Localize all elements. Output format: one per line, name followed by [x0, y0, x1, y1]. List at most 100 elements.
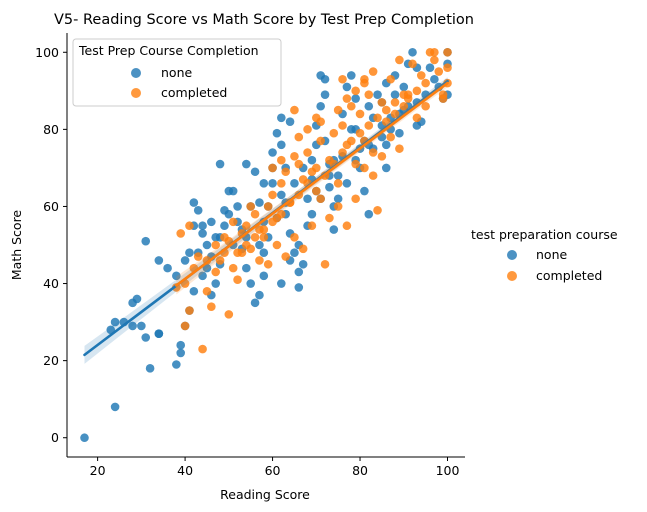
point-completed-81: [360, 163, 369, 173]
point-none-24: [185, 248, 194, 258]
point-completed-24: [263, 202, 273, 211]
point-completed-75: [412, 113, 422, 123]
confidence-band-completed: [176, 79, 448, 295]
point-none-27: [193, 206, 203, 215]
point-none-119: [250, 167, 260, 177]
point-none-140: [333, 194, 343, 204]
point-completed-107: [381, 105, 391, 115]
point-completed-54: [377, 98, 387, 107]
point-none-126: [202, 263, 212, 273]
point-none-16: [141, 236, 151, 246]
point-none-57: [277, 190, 286, 200]
y-axis-label: Math Score: [9, 210, 24, 281]
point-none-66: [303, 194, 312, 204]
point-none-81: [342, 82, 352, 92]
point-none-68: [307, 155, 317, 165]
point-completed-23: [259, 232, 269, 242]
point-none-94: [381, 140, 391, 150]
point-completed-0: [198, 344, 207, 354]
point-completed-122: [351, 86, 360, 96]
x-axis-label: Reading Score: [220, 487, 310, 502]
point-completed-51: [364, 90, 374, 99]
point-completed-61: [408, 59, 417, 69]
point-completed-114: [277, 209, 286, 219]
point-completed-124: [368, 67, 378, 76]
point-none-18: [163, 263, 172, 273]
point-completed-125: [294, 132, 304, 142]
point-completed-14: [224, 310, 234, 319]
point-none-97: [390, 90, 400, 99]
point-completed-73: [430, 47, 439, 57]
point-completed-126: [303, 125, 312, 134]
legend-inner-marker-none: [131, 68, 141, 78]
point-none-135: [290, 179, 299, 188]
point-none-9: [137, 321, 146, 331]
legend-inner-label-none: none: [161, 65, 192, 80]
point-completed-17: [233, 275, 242, 284]
x-tick-label-100: 100: [436, 463, 460, 478]
point-none-22: [189, 286, 199, 296]
point-completed-30: [290, 152, 299, 161]
legend-inner-marker-completed: [131, 88, 141, 98]
point-completed-96: [228, 217, 238, 227]
point-none-157: [259, 248, 269, 258]
point-completed-43: [338, 121, 347, 130]
point-completed-56: [386, 74, 395, 84]
point-none-43: [242, 263, 251, 273]
point-none-87: [360, 186, 369, 196]
point-completed-72: [438, 94, 448, 103]
point-none-141: [342, 179, 352, 188]
point-completed-109: [399, 90, 409, 99]
point-none-2: [145, 364, 155, 373]
point-none-15: [132, 294, 142, 304]
point-none-53: [268, 148, 277, 157]
legend-outer-marker-completed: [507, 271, 517, 281]
point-completed-110: [312, 163, 321, 173]
point-completed-98: [211, 240, 220, 250]
point-none-4: [176, 348, 186, 358]
point-completed-116: [259, 225, 269, 234]
point-completed-62: [412, 86, 422, 96]
point-completed-12: [215, 256, 225, 265]
point-completed-78: [386, 132, 395, 142]
point-none-124: [198, 221, 207, 231]
point-completed-120: [333, 105, 343, 115]
points-layer: [80, 47, 452, 443]
point-completed-117: [250, 232, 260, 242]
regression-layer: [83, 77, 449, 364]
point-completed-27: [277, 179, 286, 188]
point-none-29: [202, 240, 212, 250]
point-none-118: [277, 113, 286, 123]
point-completed-105: [364, 121, 374, 130]
point-completed-119: [233, 248, 242, 258]
y-ticks: 0 20 40 60 80 100: [35, 45, 67, 445]
point-completed-123: [360, 78, 369, 88]
point-none-44: [246, 279, 255, 288]
point-none-82: [346, 71, 356, 80]
point-completed-82: [351, 194, 360, 204]
point-none-95: [381, 163, 391, 173]
point-completed-79: [377, 152, 387, 161]
point-completed-57: [390, 109, 400, 119]
point-completed-97: [220, 232, 229, 242]
point-completed-90: [281, 252, 290, 261]
x-tick-label-20: 20: [90, 463, 106, 478]
point-completed-6: [185, 221, 194, 231]
point-none-0: [80, 433, 89, 443]
point-none-149: [412, 121, 422, 130]
point-completed-19: [242, 221, 251, 231]
point-completed-53: [373, 206, 382, 215]
point-completed-36: [312, 186, 321, 196]
point-completed-80: [368, 171, 378, 180]
point-none-12: [110, 317, 120, 327]
point-none-83: [351, 94, 360, 103]
point-completed-108: [390, 98, 400, 107]
point-none-108: [425, 63, 435, 72]
point-none-55: [277, 140, 286, 150]
point-completed-70: [443, 47, 452, 57]
point-completed-104: [355, 128, 365, 138]
point-completed-118: [242, 240, 251, 250]
x-tick-label-80: 80: [352, 463, 368, 478]
point-none-8: [141, 333, 151, 342]
point-none-28: [198, 229, 207, 238]
